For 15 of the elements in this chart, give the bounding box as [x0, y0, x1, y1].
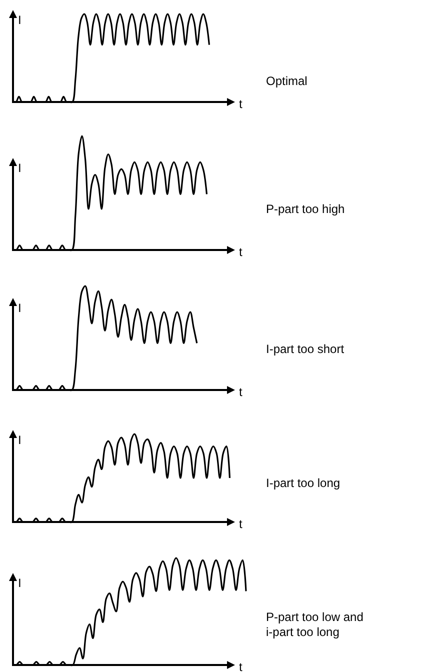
text: Optimal [266, 74, 308, 88]
text: P-part too high [266, 202, 345, 216]
y-axis-title: I [18, 301, 22, 315]
y-axis-title: I [18, 161, 22, 175]
text: I-part too short [266, 342, 345, 356]
y-axis-title: I [18, 13, 22, 27]
x-axis-title: t [239, 245, 243, 259]
x-axis-title: t [239, 660, 243, 672]
x-axis-title: t [239, 97, 243, 111]
x-axis-title: t [239, 517, 243, 531]
y-axis-title: I [18, 576, 22, 590]
x-axis-title: t [239, 385, 243, 399]
text: I-part too long [266, 476, 340, 490]
text: P-part too low and i-part too long [266, 610, 364, 639]
y-axis-title: I [18, 433, 22, 447]
